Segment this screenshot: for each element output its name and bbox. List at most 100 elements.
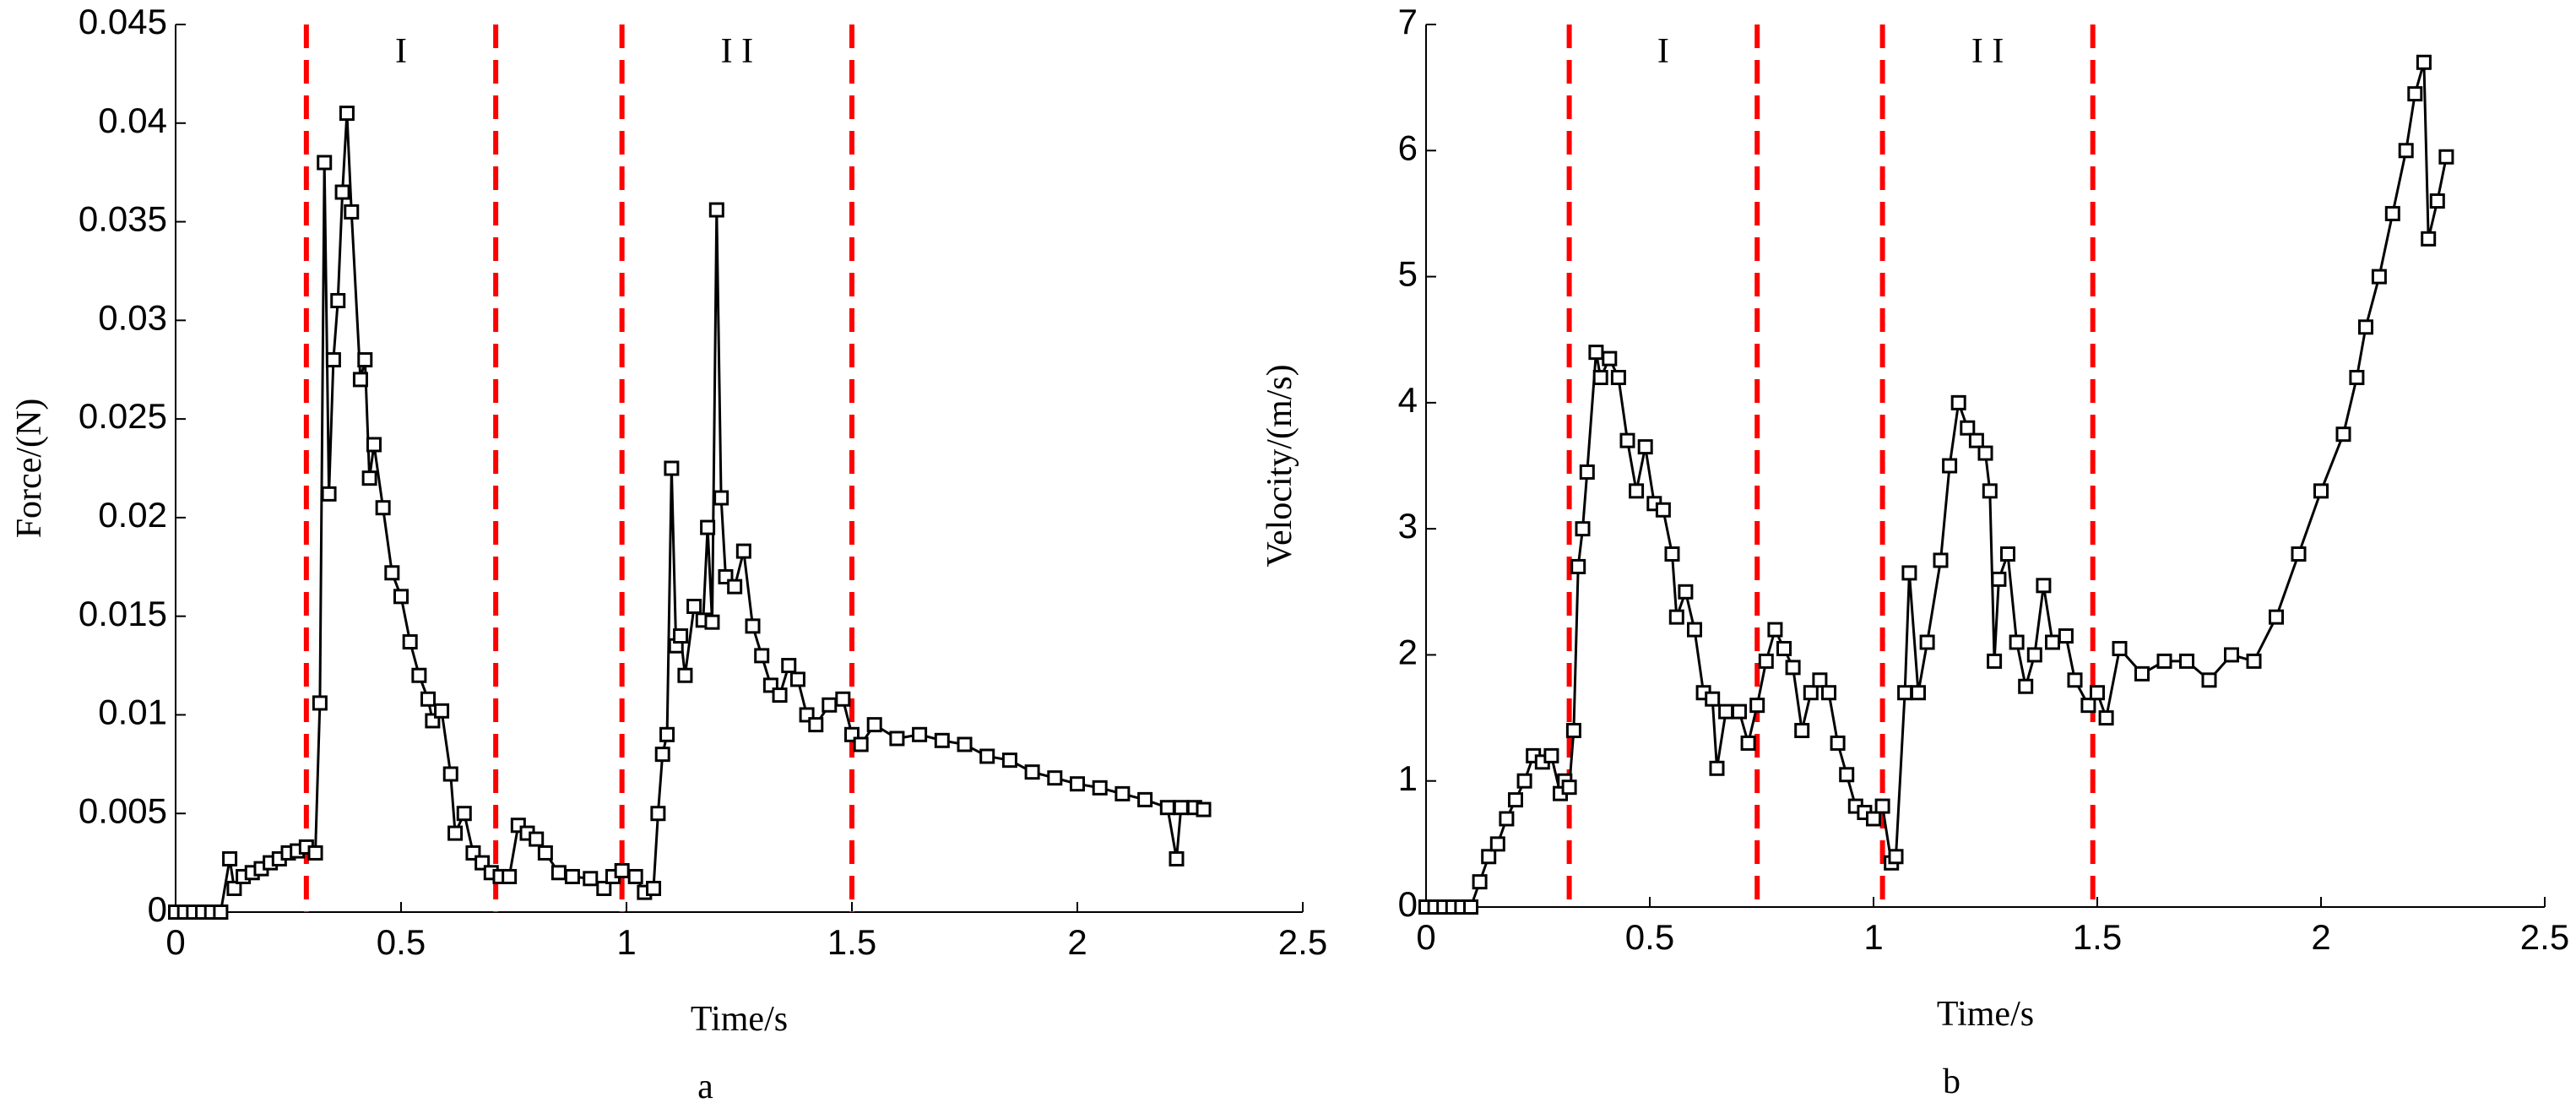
data-point [1588, 345, 1604, 361]
data-point [357, 352, 373, 368]
data-point [1776, 640, 1792, 656]
data-point [1740, 735, 1756, 751]
data-point [583, 871, 599, 887]
data-point [375, 500, 391, 516]
data-point [334, 184, 350, 200]
region-label: I I [1971, 32, 2004, 71]
data-point [1812, 672, 1828, 688]
data-point [934, 732, 950, 748]
data-point [1169, 850, 1185, 866]
data-point [1968, 432, 1984, 448]
data-point [502, 868, 518, 884]
data-point [339, 106, 355, 122]
data-point [1785, 660, 1801, 676]
data-point [1709, 760, 1725, 776]
data-point [2036, 578, 2052, 594]
data-point [1803, 685, 1819, 701]
x-tick-label: 0 [165, 922, 185, 962]
data-point [1592, 370, 1608, 385]
data-point [853, 736, 869, 752]
y-axis-label: Velocity/(m/s) [1261, 364, 1299, 567]
data-point [2398, 143, 2414, 159]
y-tick-label: 0.04 [98, 100, 167, 140]
data-point [2058, 628, 2074, 644]
data-point [735, 543, 751, 559]
data-point [307, 845, 323, 861]
data-point [1678, 584, 1694, 600]
data-point [1463, 899, 1478, 915]
region-label: I [1657, 32, 1669, 71]
data-point [1942, 458, 1958, 474]
data-point [627, 868, 643, 884]
data-point [2098, 710, 2114, 726]
x-tick-label: 2 [2311, 917, 2330, 957]
data-point [2358, 319, 2373, 335]
data-point [2349, 370, 2365, 385]
data-point [912, 726, 928, 742]
data-point [2429, 193, 2445, 209]
data-point [2335, 426, 2351, 443]
data-point [1173, 800, 1189, 816]
data-point [866, 717, 882, 733]
data-point [704, 614, 720, 630]
data-point [1901, 565, 1917, 581]
y-tick-label: 6 [1398, 128, 1418, 167]
y-tick-label: 0.035 [79, 199, 167, 239]
data-point [1830, 735, 1846, 751]
y-tick-label: 0.025 [79, 396, 167, 436]
data-point [2201, 672, 2217, 688]
data-point [1911, 685, 1926, 701]
data-point [1919, 634, 1935, 650]
data-point [456, 806, 472, 822]
data-point [529, 831, 545, 847]
data-point [1114, 785, 1131, 801]
x-tick-label: 1 [616, 922, 636, 962]
data-point [1982, 483, 1998, 499]
data-point [835, 691, 851, 707]
data-point [2018, 678, 2034, 694]
data-point [1897, 685, 1913, 701]
data-point [434, 703, 450, 719]
panel-label: a [697, 1067, 713, 1106]
data-point [1489, 836, 1505, 852]
data-point [402, 634, 418, 650]
data-point [659, 726, 675, 742]
data-point [1619, 432, 1635, 448]
data-point [321, 486, 337, 502]
data-point [1749, 698, 1765, 714]
data-point [1991, 571, 2007, 587]
x-axis-label: Time/s [1937, 995, 2034, 1034]
data-point [1987, 653, 2003, 669]
data-point [1874, 798, 1890, 814]
data-point [1024, 764, 1040, 780]
data-point [2026, 647, 2042, 663]
data-point [1794, 723, 1810, 738]
data-line [1426, 62, 2448, 909]
data-point [1570, 558, 1586, 574]
data-point [789, 671, 805, 687]
data-point [713, 490, 729, 506]
data-point [1655, 502, 1671, 518]
data-point [1687, 622, 1702, 638]
y-tick-label: 4 [1398, 380, 1418, 420]
data-point [1664, 546, 1680, 562]
data-point [700, 519, 716, 535]
data-point [1977, 445, 1993, 461]
data-point [213, 904, 229, 920]
data-point [312, 695, 328, 711]
data-point [411, 667, 427, 683]
y-tick-label: 0 [1398, 884, 1418, 924]
y-tick-label: 0.015 [79, 594, 167, 633]
data-point [420, 691, 437, 707]
data-point [344, 204, 360, 220]
data-point [361, 470, 377, 486]
x-tick-label: 2 [1067, 922, 1087, 962]
data-point [1602, 350, 1618, 367]
data-point [889, 731, 905, 747]
data-point [772, 687, 788, 703]
data-point [226, 880, 242, 896]
data-point [1070, 776, 1085, 792]
data-point [442, 766, 458, 782]
data-point [2090, 685, 2105, 701]
data-point [1705, 691, 1721, 707]
